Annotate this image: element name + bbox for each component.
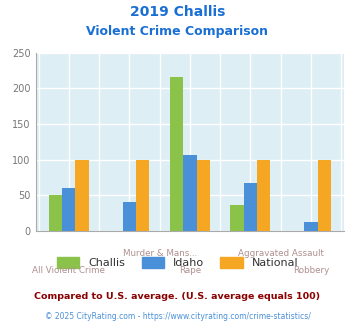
Bar <box>76 160 89 231</box>
Text: Aggravated Assault: Aggravated Assault <box>238 249 324 258</box>
Text: Murder & Mans...: Murder & Mans... <box>122 249 197 258</box>
Bar <box>244 182 257 231</box>
Bar <box>136 160 149 231</box>
Bar <box>49 195 62 231</box>
Legend: Challis, Idaho, National: Challis, Idaho, National <box>53 252 302 273</box>
Text: Rape: Rape <box>179 266 201 275</box>
Bar <box>304 222 318 231</box>
Bar <box>62 188 76 231</box>
Text: All Violent Crime: All Violent Crime <box>32 266 105 275</box>
Bar <box>123 202 136 231</box>
Bar <box>257 160 271 231</box>
Bar <box>170 77 183 231</box>
Text: Violent Crime Comparison: Violent Crime Comparison <box>87 25 268 38</box>
Bar <box>197 160 210 231</box>
Bar <box>230 205 244 231</box>
Bar <box>318 160 331 231</box>
Text: Compared to U.S. average. (U.S. average equals 100): Compared to U.S. average. (U.S. average … <box>34 292 321 301</box>
Text: 2019 Challis: 2019 Challis <box>130 5 225 19</box>
Text: © 2025 CityRating.com - https://www.cityrating.com/crime-statistics/: © 2025 CityRating.com - https://www.city… <box>45 312 310 321</box>
Bar <box>183 155 197 231</box>
Text: Robbery: Robbery <box>293 266 329 275</box>
